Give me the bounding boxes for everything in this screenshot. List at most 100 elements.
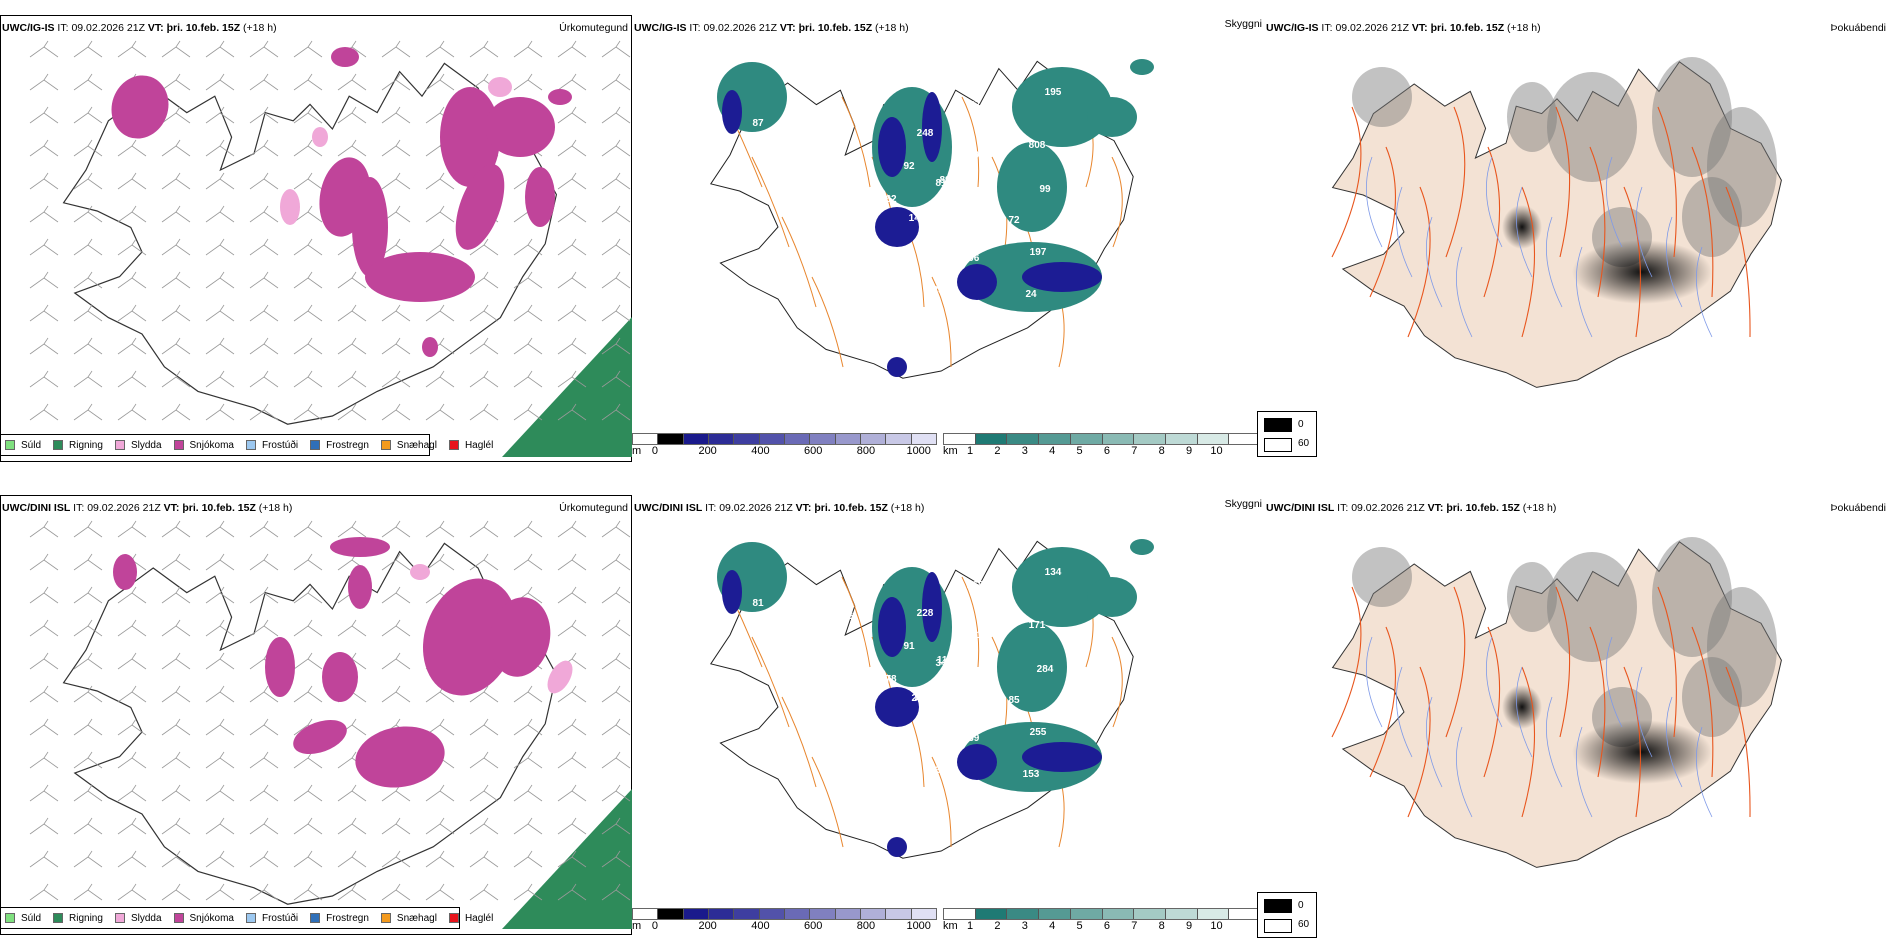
panel-title: UWC/IG-IS IT: 09.02.2026 21Z VT: þri. 10… bbox=[1266, 22, 1541, 34]
snow-area bbox=[348, 565, 372, 609]
colorbar-tick: 5 bbox=[1076, 445, 1083, 457]
ceiling-unit: m bbox=[632, 445, 642, 457]
road-line bbox=[1555, 106, 1571, 258]
wind-barb bbox=[469, 304, 499, 322]
precip-legend-item: Slydda bbox=[114, 440, 162, 451]
wind-barb bbox=[205, 172, 235, 190]
panel-title: UWC/IG-IS IT: 09.02.2026 21Z VT: þri. 10… bbox=[634, 22, 909, 34]
wind-barb bbox=[337, 106, 367, 124]
snow-area bbox=[485, 97, 555, 157]
wind-barb bbox=[293, 784, 323, 802]
colorbar-cell bbox=[860, 434, 887, 444]
colorbar-tick: 600 bbox=[803, 920, 823, 932]
wind-barb bbox=[29, 586, 59, 604]
wind-barb bbox=[161, 685, 191, 703]
wind-barb bbox=[381, 337, 411, 355]
visibility-ticks: 1 2 3 4 5 6 7 8 9 10 bbox=[943, 920, 1261, 934]
precip-legend-swatch bbox=[310, 913, 321, 923]
wind-barb bbox=[29, 370, 59, 388]
visibility-value-label: 91 bbox=[903, 641, 915, 652]
precip-panel-bottom: UWC/DINI ISL IT: 09.02.2026 21Z VT: þri.… bbox=[0, 495, 632, 935]
river-line bbox=[1576, 726, 1593, 818]
visibility-value-label: 131 bbox=[930, 765, 947, 776]
model-name: UWC/DINI ISL bbox=[1266, 502, 1335, 514]
it-value: 09.02.2026 21Z bbox=[87, 502, 161, 514]
wind-barb bbox=[425, 238, 455, 256]
visibility-value-label: 195 bbox=[1045, 87, 1062, 98]
wind-barb bbox=[601, 238, 631, 256]
wind-barb bbox=[161, 40, 191, 58]
road-line bbox=[1589, 146, 1606, 298]
wind-barb bbox=[29, 238, 59, 256]
ceiling-area bbox=[875, 687, 919, 727]
fog-area bbox=[1547, 72, 1637, 182]
wind-barb bbox=[557, 337, 587, 355]
wind-barb bbox=[557, 553, 587, 571]
river-line bbox=[1486, 156, 1503, 248]
road-line bbox=[961, 576, 980, 668]
visibility-value-label: 89 bbox=[939, 175, 951, 186]
visibility-map: 2031468910162736892728093106136997524819… bbox=[709, 59, 1179, 379]
colorbar-cell bbox=[734, 434, 760, 444]
visibility-value-label: 162 bbox=[804, 256, 821, 267]
colorbar-tick: 200 bbox=[698, 920, 717, 932]
wind-barb bbox=[513, 238, 543, 256]
colorbar-tick: 0 bbox=[651, 920, 658, 932]
visibility-value-label: 163 bbox=[1100, 629, 1117, 640]
dense-fog-area bbox=[1572, 240, 1712, 304]
wind-barb bbox=[513, 520, 543, 538]
colorbar-cell bbox=[1134, 909, 1166, 919]
wind-barb bbox=[381, 403, 411, 421]
wind-barb bbox=[161, 850, 191, 868]
colorbar-tick: 400 bbox=[751, 920, 770, 932]
visibility-area bbox=[1087, 577, 1137, 617]
river-line bbox=[1636, 186, 1653, 278]
visibility-value-label: 248 bbox=[917, 128, 934, 139]
precip-legend-swatch bbox=[448, 913, 459, 923]
colorbar-cell bbox=[1039, 909, 1071, 919]
wind-barb bbox=[205, 73, 235, 91]
wind-barb bbox=[249, 106, 279, 124]
panel-type-label: Þokuábendi bbox=[1830, 502, 1886, 514]
wind-barb bbox=[425, 304, 455, 322]
wind-barb bbox=[513, 784, 543, 802]
vt-label: VT: bbox=[779, 22, 796, 34]
visibility-area bbox=[1130, 539, 1154, 555]
wind-barb bbox=[161, 883, 191, 901]
rain-area bbox=[502, 789, 632, 929]
panel-type-label: Skyggni bbox=[1224, 18, 1262, 30]
road-line bbox=[1589, 626, 1606, 778]
wind-barb bbox=[117, 784, 147, 802]
colorbar-cell bbox=[835, 909, 861, 919]
precip-legend-label: Haglél bbox=[464, 439, 494, 451]
wind-barb bbox=[161, 139, 191, 157]
wind-barb bbox=[117, 619, 147, 637]
wind-barb bbox=[601, 652, 631, 670]
road-line bbox=[1623, 186, 1641, 338]
wind-barb bbox=[161, 751, 191, 769]
wind-barb bbox=[337, 73, 367, 91]
wind-barb bbox=[601, 403, 631, 421]
fog-area bbox=[1507, 82, 1557, 152]
wind-barb bbox=[425, 850, 455, 868]
wind-barb bbox=[513, 271, 543, 289]
road-line bbox=[1521, 186, 1535, 338]
lead-time: (+18 h) bbox=[890, 502, 925, 514]
wind-barb bbox=[557, 520, 587, 538]
precip-map bbox=[29, 40, 632, 457]
wind-barb bbox=[117, 403, 147, 421]
wind-barb bbox=[381, 586, 411, 604]
precip-legend-item: Snæhagl bbox=[380, 440, 437, 451]
precip-legend-swatch bbox=[380, 913, 391, 923]
visibility-value-label: 134 bbox=[1045, 567, 1062, 578]
wind-barb bbox=[293, 139, 323, 157]
visibility-value-label: 25 bbox=[932, 285, 944, 296]
wind-barb bbox=[293, 817, 323, 835]
wind-barb bbox=[205, 403, 235, 421]
wind-barb bbox=[381, 685, 411, 703]
ceiling-area bbox=[875, 207, 919, 247]
visibility-value-label: 149 bbox=[804, 684, 821, 695]
road-line bbox=[1445, 586, 1466, 738]
lead-time: (+18 h) bbox=[875, 22, 909, 34]
wind-barb bbox=[513, 751, 543, 769]
